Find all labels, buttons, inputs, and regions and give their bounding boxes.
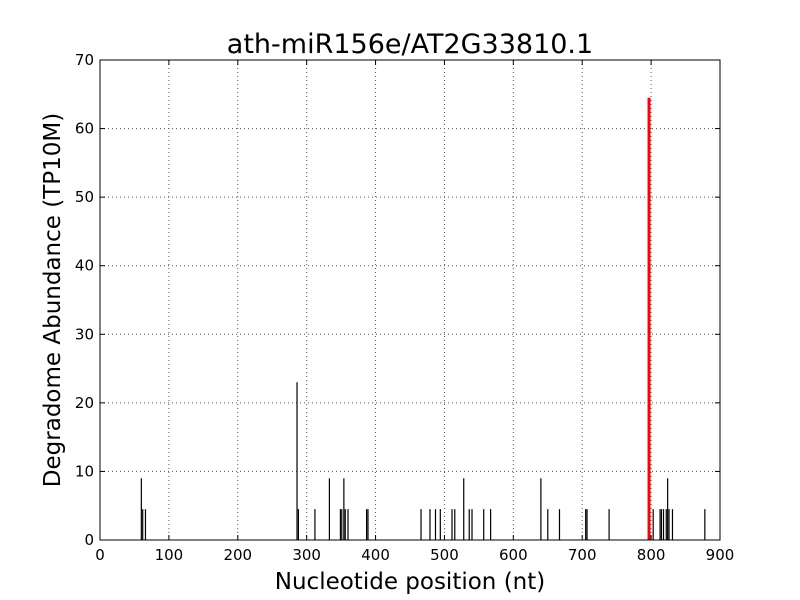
x-tick-label: 900 xyxy=(706,546,735,564)
y-tick-label: 60 xyxy=(75,120,94,138)
chart-title: ath-miR156e/AT2G33810.1 xyxy=(227,29,593,60)
x-tick-label: 300 xyxy=(292,546,321,564)
y-tick-label: 30 xyxy=(75,325,94,343)
x-tick-labels: 0 100 200 300 400 500 600 700 800 900 xyxy=(95,546,734,564)
plot-frame xyxy=(99,59,721,541)
axis-ticks xyxy=(99,59,721,541)
x-tick-label: 700 xyxy=(568,546,597,564)
x-axis-title: Nucleotide position (nt) xyxy=(275,569,545,595)
x-tick-label: 100 xyxy=(155,546,184,564)
y-tick-labels: 0 10 20 30 40 50 60 70 xyxy=(75,51,94,549)
y-tick-label: 0 xyxy=(84,531,94,549)
y-tick-label: 40 xyxy=(75,257,94,275)
y-tick-label: 70 xyxy=(75,51,94,69)
y-axis-title: Degradome Abundance (TP10M) xyxy=(40,113,66,487)
x-tick-label: 400 xyxy=(361,546,390,564)
x-tick-label: 500 xyxy=(430,546,459,564)
data-bars xyxy=(140,382,706,540)
y-tick-label: 10 xyxy=(75,462,94,480)
y-tick-label: 50 xyxy=(75,188,94,206)
grid-lines xyxy=(100,60,720,540)
x-tick-label: 600 xyxy=(499,546,528,564)
x-tick-label: 800 xyxy=(637,546,666,564)
x-tick-label: 200 xyxy=(223,546,252,564)
y-tick-label: 20 xyxy=(75,394,94,412)
x-tick-label: 0 xyxy=(95,546,105,564)
